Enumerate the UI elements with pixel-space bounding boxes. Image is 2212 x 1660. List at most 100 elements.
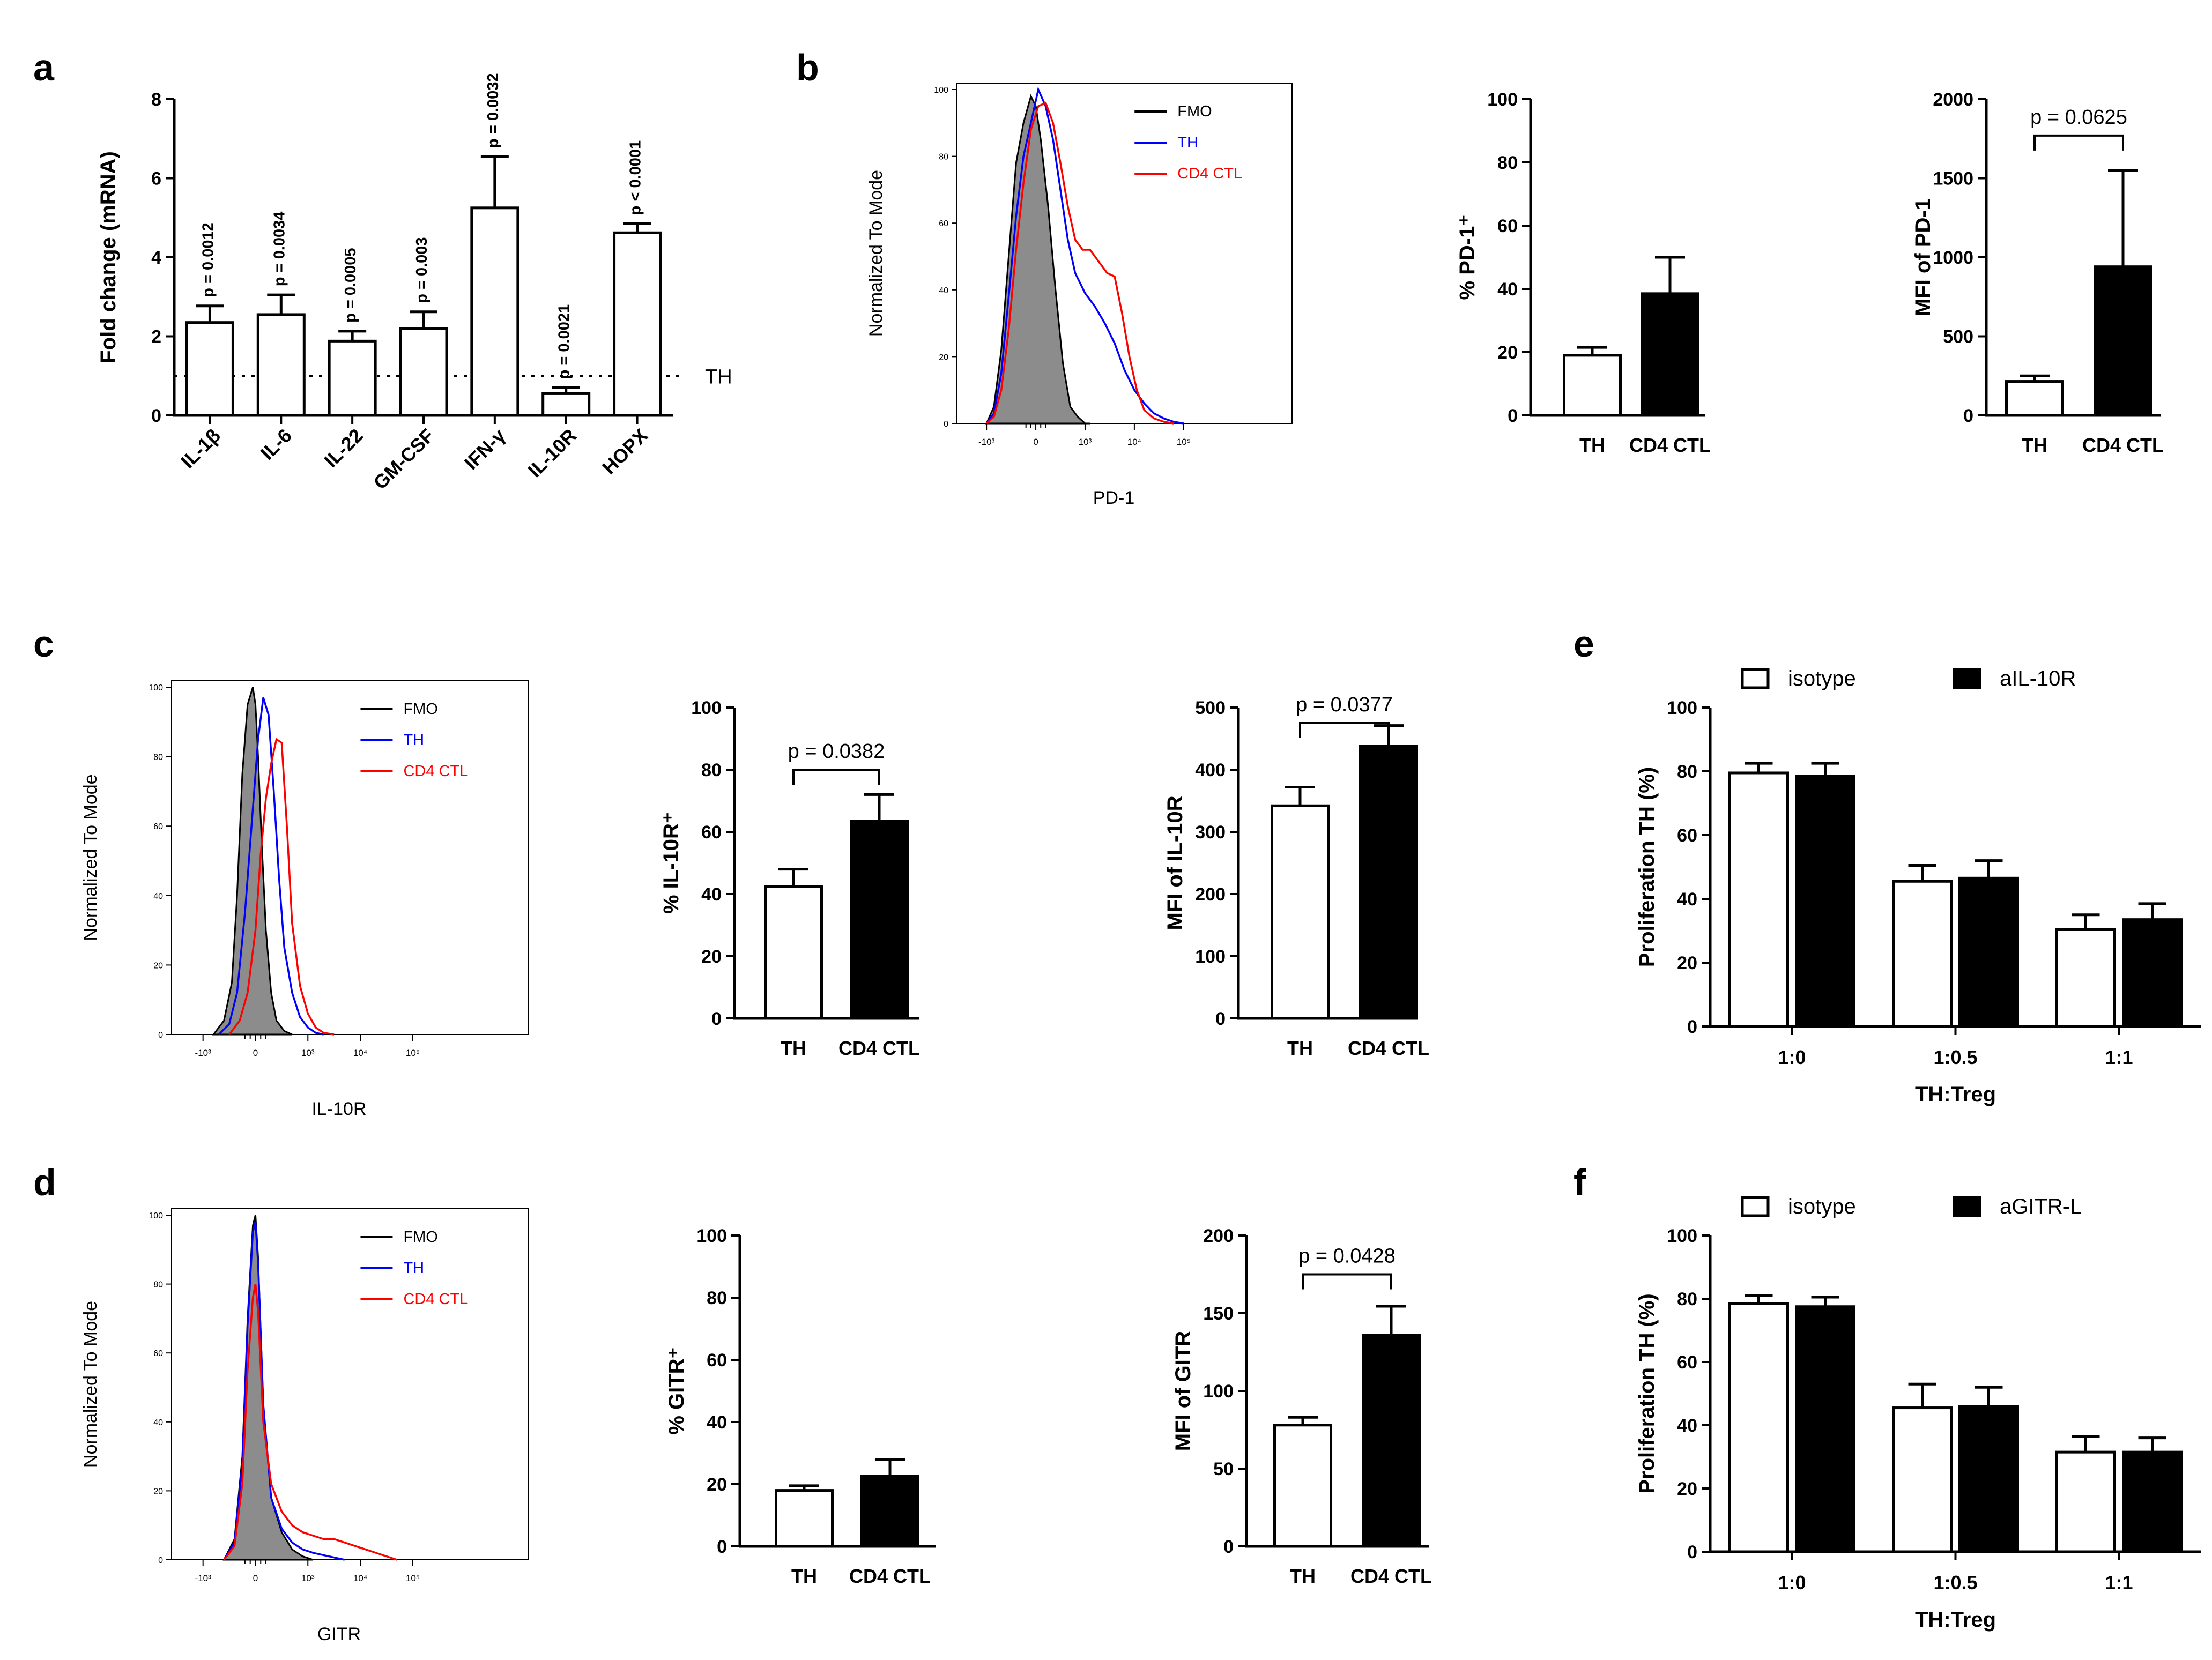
y-axis-title: Fold change (mRNA) [97,151,120,363]
x-tick-label: 1:1 [2105,1046,2133,1068]
y-tick-label: 4 [151,248,161,268]
y-tick-label: 0 [151,406,161,426]
y-tick-label: 0 [717,1537,727,1557]
x-tick-label: 10⁴ [353,1048,367,1058]
legend-label: FMO [1177,103,1212,120]
y-tick-label: 400 [1195,760,1226,780]
y-tick-label: 2000 [1933,90,1973,110]
y-tick-label: 40 [153,1418,163,1427]
p-value-label: p = 0.0005 [342,248,359,322]
x-tick-label: 10⁵ [1177,437,1191,447]
panel-b-mfi: TH CD4 CTL 0 500 1000 1500 2000 MFI of PD-1 p = … [1911,90,2164,456]
y-tick-label: 80 [939,153,948,162]
bar [1892,880,1953,1028]
bar [860,1475,919,1548]
x-tick-label: TH [2022,434,2047,456]
y-tick-label: 80 [707,1288,727,1308]
y-tick-label: 100 [1667,1226,1697,1246]
y-tick-label: 100 [1195,947,1226,967]
y-tick-label: 60 [153,1349,163,1358]
x-tick-label: TH [1287,1037,1313,1059]
histogram-th [985,86,1184,425]
y-tick-label: 0 [158,1556,163,1565]
bar [1641,292,1699,417]
panel-c-hist: c FMO TH CD4 CTL -10³ 0 10³ 10⁴ 10⁵ 0 20 40 60 80 100 N… [33,623,529,1119]
legend-label: aGITR-L [2000,1195,2082,1218]
x-axis-title: IL-10R [311,1099,366,1119]
bar [1892,1406,1953,1553]
x-axis-title: TH:Treg [1915,1608,1996,1632]
bar [775,1489,834,1548]
legend-label: isotype [1788,667,1856,690]
y-tick-label: 60 [707,1350,727,1371]
y-axis-title: Normalized To Mode [80,774,101,941]
bar [470,206,519,417]
significance-bracket [1302,1273,1392,1290]
y-tick-label: 80 [1497,153,1518,173]
y-tick-label: 40 [1677,889,1697,910]
bar [2094,265,2152,417]
histogram-fmo [212,687,293,1036]
bar [1273,1424,1332,1548]
reference-line-label: TH [705,366,732,388]
legend-label: TH [1177,134,1198,151]
y-tick-label: 40 [153,892,163,901]
x-tick-label: TH [1290,1565,1316,1587]
plot-frame [171,680,529,1035]
y-tick-label: 80 [1677,762,1697,782]
y-axis-title: % GITR⁺ [665,1347,688,1434]
y-tick-label: 60 [153,822,163,831]
legend-label: TH [403,1260,424,1277]
y-tick-label: 1000 [1933,248,1973,268]
histogram-cd4-ctl [985,101,1174,425]
y-tick-label: 80 [701,760,722,780]
y-tick-label: 40 [1677,1416,1697,1436]
y-tick-label: 40 [701,884,722,905]
legend-label: TH [403,732,424,749]
legend-label: aIL-10R [2000,667,2076,690]
bar [2122,918,2183,1028]
panel-label: f [1573,1162,1586,1203]
y-tick-label: 100 [1667,698,1697,718]
y-tick-label: 0 [1963,406,1973,426]
bar [256,313,306,417]
x-tick-label: 1:1 [2105,1572,2133,1594]
bar [2122,1450,2183,1553]
panel-b-pct: TH CD4 CTL 0 20 40 60 80 100 % PD-1⁺ [1456,90,1711,456]
x-tick-label: 1:0 [1778,1046,1806,1068]
y-axis-title: MFI of PD-1 [1911,198,1935,316]
y-tick-label: 60 [1497,216,1518,236]
bar [1271,804,1330,1020]
bar [1359,745,1418,1020]
histogram-cd4-ctl [223,1284,398,1561]
y-tick-label: 300 [1195,822,1226,843]
y-tick-label: 40 [1497,279,1518,300]
y-tick-label: 100 [934,86,948,95]
x-tick-label: CD4 CTL [838,1037,920,1059]
y-tick-label: 2 [151,327,161,347]
p-value-label: p = 0.0021 [556,304,573,379]
bar [185,321,234,417]
significance-bracket [792,769,880,785]
plot-frame [956,83,1293,424]
legend-label: CD4 CTL [403,763,468,780]
bar [1795,775,1855,1028]
significance-bracket [1299,722,1390,738]
y-tick-label: 6 [151,169,161,189]
y-tick-label: 8 [151,90,161,110]
histogram-fmo [985,94,1090,425]
bar [2005,380,2064,417]
x-tick-label: 0 [253,1573,258,1583]
panel-label: b [796,47,819,88]
x-tick-label: CD4 CTL [849,1565,931,1587]
y-tick-label: 20 [707,1475,727,1495]
panel-label: d [33,1162,56,1203]
panel-e: e 1:0 1:0.5 1:1 0 20 40 60 80 100 Proliferation TH… [1573,623,2201,1106]
y-tick-label: 20 [939,353,948,362]
y-tick-label: 0 [158,1031,163,1040]
y-axis-title: Normalized To Mode [80,1301,101,1468]
significance-label: p = 0.0428 [1298,1245,1396,1268]
bar [328,339,377,417]
significance-label: p = 0.0625 [2030,106,2127,129]
panel-c-mfi: TH CD4 CTL 0 100 200 300 400 500 MFI of IL-10R p … [1163,694,1429,1059]
